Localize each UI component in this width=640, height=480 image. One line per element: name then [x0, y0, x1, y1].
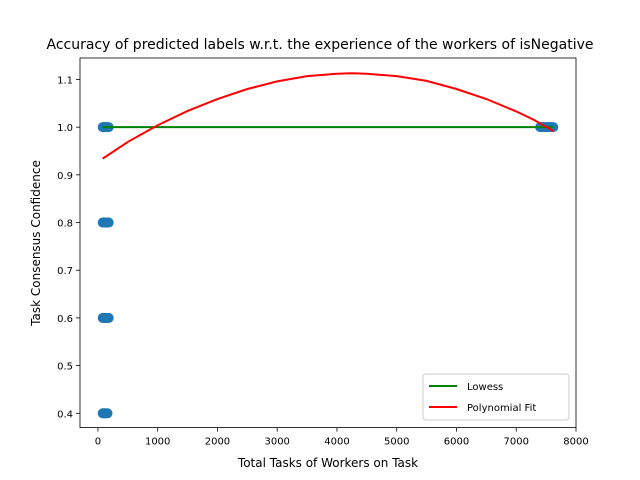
x-axis-label: Total Tasks of Workers on Task — [237, 456, 418, 470]
x-tick-label: 1000 — [145, 437, 170, 448]
x-axis: 0 1000 2000 3000 4000 5000 6000 7000 8000 — [95, 427, 589, 448]
scatter-point — [102, 408, 113, 419]
legend-box — [422, 373, 570, 421]
chart-title: Accuracy of predicted labels w.r.t. the … — [47, 37, 594, 53]
y-tick-label: 0.9 — [57, 171, 73, 182]
y-tick-label: 0.4 — [57, 409, 73, 420]
legend: Lowess Polynomial Fit — [422, 373, 570, 421]
scatter-point — [103, 312, 114, 323]
legend-label: Polynomial Fit — [467, 403, 536, 414]
x-tick-label: 7000 — [504, 437, 529, 448]
legend-label: Lowess — [467, 382, 503, 393]
series-line-polynomial-fit — [102, 72, 554, 160]
y-axis: 0.4 0.5 0.6 0.7 0.8 0.9 1.0 1.1 — [57, 75, 80, 420]
y-tick-label: 0.6 — [57, 314, 73, 325]
x-tick-label: 8000 — [563, 437, 588, 448]
scatter-point — [103, 217, 114, 228]
x-tick-label: 6000 — [444, 437, 469, 448]
scatter-points — [97, 122, 559, 419]
y-tick-label: 0.7 — [57, 266, 73, 277]
y-tick-label: 1.0 — [57, 123, 73, 134]
plot-frame — [79, 57, 577, 429]
y-tick-label: 0.5 — [57, 362, 73, 373]
y-axis-label: Task Consensus Confidence — [29, 160, 43, 327]
x-tick-label: 2000 — [205, 437, 230, 448]
y-tick-label: 0.8 — [57, 219, 73, 230]
x-tick-label: 4000 — [324, 437, 349, 448]
x-tick-label: 5000 — [384, 437, 409, 448]
y-tick-label: 1.1 — [57, 75, 73, 86]
series-lines — [102, 72, 554, 160]
x-tick-label: 3000 — [264, 437, 289, 448]
x-tick-label: 0 — [95, 437, 101, 448]
